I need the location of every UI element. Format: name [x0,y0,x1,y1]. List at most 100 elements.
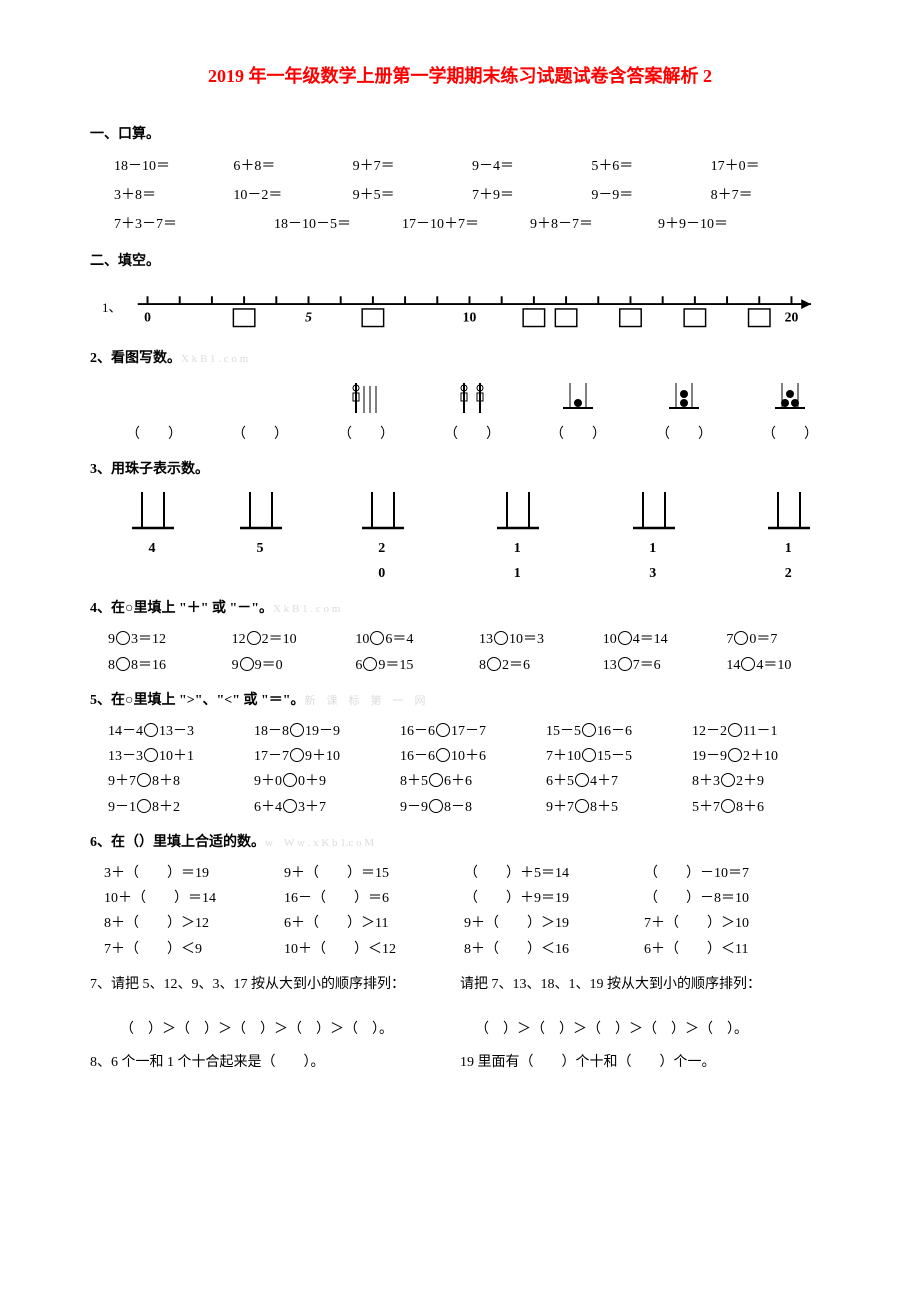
expr-item: 69＝15 [355,653,459,678]
fill-item: 7＋（ ）＜9 [104,937,284,962]
svg-text:0: 0 [144,310,151,325]
q2-head: 2、看图写数。X k B 1 . c o m [90,346,830,371]
circle-blank [144,748,158,762]
fill-item: （ ）－8＝10 [644,886,824,911]
bead-label: 5 [257,536,280,561]
expr-item: 14－413－3 [108,719,246,744]
fill-row: 3＋（ ）＝199＋（ ）＝15（ ）＋5＝14（ ）－10＝7 [104,861,830,886]
expr-item: 8＋56＋6 [400,769,538,794]
q5-head: 5、在○里填上 ">"、"<" 或 "＝"。新 课 标 第 一 网 [90,688,830,713]
circle-blank [240,657,254,671]
calc-item: 17－10＋7＝ [402,212,530,237]
svg-text:20: 20 [784,310,798,325]
expr-item: 137＝6 [603,653,707,678]
q4-head: 4、在○里填上 "＋" 或 "－"。X k B 1 . c o m [90,596,830,621]
circle-blank [116,631,130,645]
q8-right: 19 里面有（ ）个十和（ ）个一。 [460,1050,830,1075]
expr-item: 6＋54＋7 [546,769,684,794]
circle-blank [144,723,158,737]
fill-row: 7＋（ ）＜910＋（ ）＜128＋（ ）＜166＋（ ）＜11 [104,937,830,962]
bead-label: 1 1 [492,536,560,586]
circle-blank [363,657,377,671]
calc-item: 5＋6＝ [591,154,710,179]
bead-frame: 1 2 [749,488,831,586]
bead-frame: 5 [234,488,288,586]
calc-row: 7＋3－7＝18－10－5＝17－10＋7＝9＋8－7＝9＋9－10＝ [114,212,830,237]
bead-frame: 4 [126,488,180,586]
expr-item: 104＝14 [603,627,707,652]
q7-left: 7、请把 5、12、9、3、17 按从大到小的顺序排列： [90,972,460,997]
fill-item: 16－（ ）＝6 [284,886,464,911]
expr-item: 9＋78＋5 [546,795,684,820]
expr-item: 5＋78＋6 [692,795,830,820]
circle-blank [290,748,304,762]
section-1-head: 一、口算。 [90,122,830,147]
calc-item: 3＋8＝ [114,183,233,208]
q1-index: 1、 [102,296,122,319]
q7-right: 请把 7、13、18、1、19 按从大到小的顺序排列： [460,972,830,997]
expr-row: 9＋78＋89＋00＋98＋56＋66＋54＋78＋32＋9 [108,769,830,794]
circle-blank [618,657,632,671]
expr-item: 9＋78＋8 [108,769,246,794]
expr-item: 16－617－7 [400,719,538,744]
calc-item: 6＋8＝ [233,154,352,179]
circle-blank [494,631,508,645]
circle-blank [618,631,632,645]
circle-blank [575,773,589,787]
circle-blank [283,773,297,787]
expr-item: 13－310＋1 [108,744,246,769]
fill-item: 10＋（ ）＜12 [284,937,464,962]
expr-item: 93＝12 [108,627,212,652]
calc-item: 18－10＝ [114,154,233,179]
calc-item: 9＋9－10＝ [658,212,786,237]
bead-frame: 2 0 [342,488,424,586]
bead-label: 1 3 [627,536,695,586]
calc-item: 8＋7＝ [711,183,830,208]
q6-head: 6、在（）里填上合适的数。w W w . x K b 1.c o M [90,830,830,855]
calc-item: 9＋7＝ [353,154,472,179]
expr-item: 7＋1015－5 [546,744,684,769]
calc-item: 17＋0＝ [711,154,830,179]
calc-item: 9－4＝ [472,154,591,179]
circle-blank [429,799,443,813]
fill-item: 8＋（ ）＞12 [104,911,284,936]
expr-item: 9－18＋2 [108,795,246,820]
circle-blank [575,799,589,813]
circle-blank [728,748,742,762]
bead-frame: 1 3 [613,488,695,586]
expr-item: 6＋43＋7 [254,795,392,820]
circle-blank [734,631,748,645]
fill-item: 6＋（ ）＜11 [644,937,824,962]
abacus-row: （ ） （ ） （ ） （ ） （ ） （ ） （ ） [126,378,830,447]
svg-text:10: 10 [462,310,476,325]
fill-item: （ ）＋5＝14 [464,861,644,886]
circle-blank [116,657,130,671]
number-line: 0 5 10 20 [128,282,830,332]
bead-frame: 1 1 [478,488,560,586]
calc-item: 7＋9＝ [472,183,591,208]
expr-row: 14－413－318－819－916－617－715－516－612－211－1 [108,719,830,744]
q7-chain-left: （ ）＞（ ）＞（ ）＞（ ）＞（ ）。 [120,1017,475,1042]
calc-item: 9＋5＝ [353,183,472,208]
expr-row: 88＝1699＝069＝1582＝6137＝6144＝10 [108,653,830,678]
expr-item: 17－79＋10 [254,744,392,769]
expr-item: 12－211－1 [692,719,830,744]
fill-item: 9＋（ ）＝15 [284,861,464,886]
q8-left: 8、6 个一和 1 个十合起来是（ ）。 [90,1050,460,1075]
circle-blank [582,723,596,737]
expr-item: 19－92＋10 [692,744,830,769]
bead-label: 2 0 [356,536,424,586]
fill-item: 10＋（ ）＝14 [104,886,284,911]
circle-blank [436,748,450,762]
expr-item: 1310＝3 [479,627,583,652]
circle-blank [721,773,735,787]
fill-item: 8＋（ ）＜16 [464,937,644,962]
q7-chain-right: （ ）＞（ ）＞（ ）＞（ ）＞（ ）。 [475,1017,830,1042]
fill-item: 7＋（ ）＞10 [644,911,824,936]
fill-row: 8＋（ ）＞126＋（ ）＞119＋（ ）＞197＋（ ）＞10 [104,911,830,936]
circle-blank [290,723,304,737]
expr-item: 8＋32＋9 [692,769,830,794]
circle-blank [283,799,297,813]
expr-item: 15－516－6 [546,719,684,744]
calc-item: 18－10－5＝ [274,212,402,237]
